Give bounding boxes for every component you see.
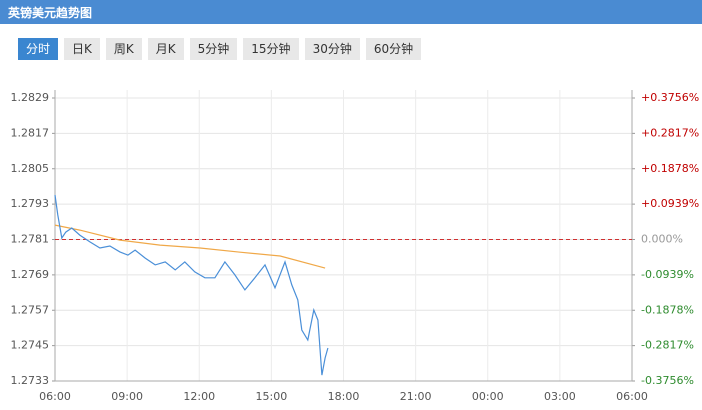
y2-tick-label: -0.3756%: [641, 374, 694, 387]
y2-tick-label: -0.2817%: [641, 339, 694, 352]
tab[interactable]: 15分钟: [243, 38, 299, 60]
tab-bar: 分时 日K 周K 月K 5分钟 15分钟 30分钟 60分钟: [18, 38, 422, 60]
x-tick-label: 12:00: [183, 390, 215, 403]
y2-tick-label: 0.000%: [641, 233, 683, 246]
x-tick-label: 06:00: [39, 390, 71, 403]
price-line: [54, 224, 326, 269]
price-line: [54, 194, 329, 376]
y-tick-label: 1.2817: [11, 126, 50, 139]
x-tick-label: 21:00: [400, 390, 432, 403]
y2-tick-label: -0.1878%: [641, 303, 694, 316]
tab[interactable]: 30分钟: [304, 38, 360, 60]
x-tick-label: 15:00: [256, 390, 288, 403]
y2-tick-label: +0.0939%: [641, 197, 699, 210]
y2-tick-label: +0.2817%: [641, 126, 699, 139]
y-tick-label: 1.2805: [11, 162, 50, 175]
header-title: 英镑美元趋势图: [8, 6, 93, 20]
x-tick-label: 09:00: [111, 390, 143, 403]
tab[interactable]: 分时: [18, 38, 59, 60]
tab[interactable]: 60分钟: [365, 38, 422, 60]
tab[interactable]: 月K: [147, 38, 184, 60]
tab[interactable]: 周K: [105, 38, 142, 60]
y-tick-label: 1.2733: [11, 374, 50, 387]
x-tick-label: 18:00: [328, 390, 360, 403]
x-tick-label: 03:00: [544, 390, 576, 403]
y-tick-label: 1.2769: [11, 268, 50, 281]
y-tick-label: 1.2829: [11, 91, 50, 104]
tab[interactable]: 日K: [64, 38, 100, 60]
y2-tick-label: +0.3756%: [641, 91, 699, 104]
y-tick-label: 1.2781: [11, 233, 50, 246]
y2-tick-label: +0.1878%: [641, 162, 699, 175]
y2-tick-label: -0.0939%: [641, 268, 694, 281]
x-tick-label: 00:00: [472, 390, 504, 403]
y-tick-label: 1.2757: [11, 303, 50, 316]
y-tick-label: 1.2745: [11, 339, 50, 352]
x-tick-label: 06:00: [616, 390, 648, 403]
tab[interactable]: 5分钟: [189, 38, 238, 60]
header: 英镑美元趋势图: [0, 0, 702, 24]
y-tick-label: 1.2793: [11, 197, 50, 210]
